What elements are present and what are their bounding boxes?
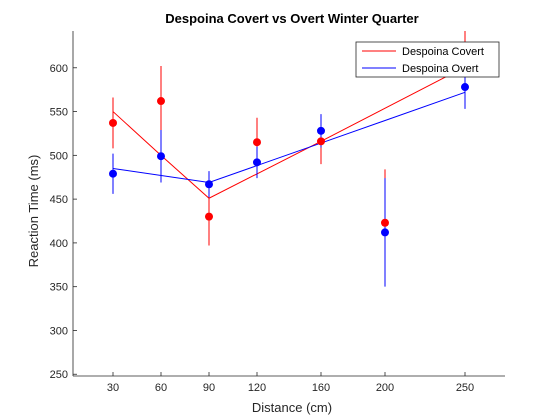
data-point-overt <box>461 83 469 92</box>
data-point-covert <box>381 218 389 227</box>
chart-title: Despoina Covert vs Overt Winter Quarter <box>165 11 418 26</box>
data-point-overt <box>253 158 261 167</box>
y-axis-title: Reaction Time (ms) <box>26 155 41 268</box>
data-point-covert <box>157 97 165 106</box>
x-tick-label: 30 <box>107 382 119 394</box>
data-point-overt <box>317 126 325 135</box>
data-point-covert <box>253 138 261 147</box>
data-point-covert <box>109 118 117 127</box>
x-tick-label: 120 <box>248 382 266 394</box>
legend-label-overt: Despoina Overt <box>402 63 478 75</box>
y-tick-label: 250 <box>50 369 68 381</box>
y-tick-label: 350 <box>50 282 68 294</box>
legend-label-covert: Despoina Covert <box>402 46 484 58</box>
y-tick-label: 300 <box>50 325 68 337</box>
data-point-overt <box>109 169 117 178</box>
data-point-overt <box>205 180 213 189</box>
y-tick-label: 450 <box>50 194 68 206</box>
y-tick-label: 500 <box>50 150 68 162</box>
plot-area: 30 60 90 120 160 200 250 250 300 350 400 450 500 550 6… <box>50 31 505 394</box>
data-layer <box>109 31 469 287</box>
x-tick-label: 160 <box>312 382 330 394</box>
x-tick-label: 250 <box>456 382 474 394</box>
y-tick-label: 550 <box>50 107 68 119</box>
data-point-covert <box>205 212 213 221</box>
data-point-covert <box>317 137 325 146</box>
legend-box <box>355 41 500 78</box>
data-point-overt <box>381 228 389 237</box>
x-tick-label: 60 <box>155 382 167 394</box>
data-point-overt <box>157 152 165 161</box>
y-tick-label: 400 <box>50 238 68 250</box>
y-tick-label: 600 <box>50 63 68 75</box>
x-tick-label: 90 <box>203 382 215 394</box>
x-axis-title: Distance (cm) <box>252 400 332 415</box>
x-tick-label: 200 <box>376 382 394 394</box>
legend: Despoina Covert Despoina Overt <box>355 41 500 78</box>
